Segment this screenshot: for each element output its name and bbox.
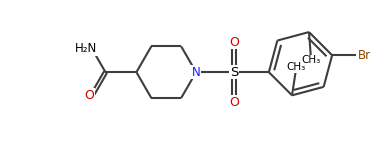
Text: H₂N: H₂N xyxy=(75,42,97,55)
Text: S: S xyxy=(230,66,238,79)
Text: Br: Br xyxy=(357,49,371,62)
Text: CH₃: CH₃ xyxy=(301,55,320,65)
Text: O: O xyxy=(230,36,239,49)
Text: CH₃: CH₃ xyxy=(286,62,305,72)
Text: N: N xyxy=(192,66,201,79)
Text: O: O xyxy=(230,95,239,109)
Text: O: O xyxy=(85,89,94,102)
